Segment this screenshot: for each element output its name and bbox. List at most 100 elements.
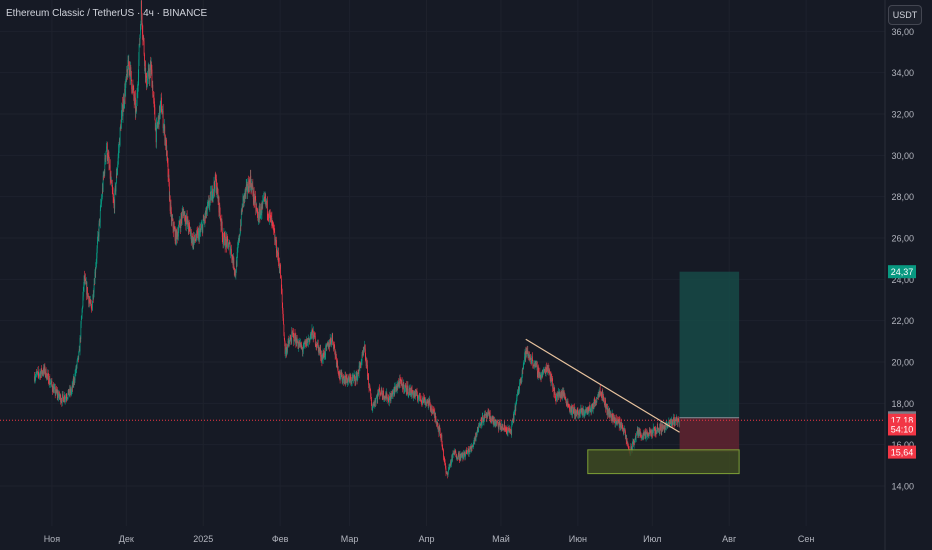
candle-body (347, 378, 348, 384)
candle-body (377, 392, 379, 400)
candle-body (288, 340, 289, 342)
candle-body (373, 403, 374, 405)
candle-body (241, 206, 243, 214)
candle-body (143, 41, 145, 55)
candle-body (649, 430, 651, 432)
candle-body (256, 207, 257, 210)
candle-body (291, 331, 293, 333)
candle-body (598, 392, 600, 398)
candle-body (207, 201, 209, 205)
candle-body (618, 419, 620, 423)
candle-body (498, 423, 500, 426)
candle-body (484, 414, 485, 421)
candle-body (652, 429, 654, 436)
candle-body (293, 334, 295, 342)
candle-body (203, 218, 204, 221)
candle-body (301, 345, 302, 348)
candle-body (481, 422, 483, 424)
candle-body (101, 199, 102, 204)
candle-body (52, 386, 54, 392)
candle-body (492, 417, 494, 424)
candle-body (401, 379, 403, 382)
candle-body (376, 395, 378, 400)
candle-body (589, 409, 591, 411)
candle-body (159, 106, 161, 116)
candle-body (340, 372, 342, 374)
price-label-box (888, 422, 916, 436)
candle-body (154, 107, 156, 121)
candle-body (163, 127, 165, 129)
candle-body (54, 387, 56, 389)
candle-body (90, 303, 92, 307)
candle-body (511, 424, 513, 434)
candle-body (135, 107, 137, 109)
candle-body (626, 438, 628, 444)
price-label-text: 54:10 (891, 424, 914, 434)
candle-body (186, 216, 188, 223)
candle-body (152, 95, 154, 97)
candle-body (400, 379, 401, 382)
candle-body (624, 429, 625, 431)
candle-body (588, 411, 590, 413)
candle-body (419, 392, 420, 396)
candle-body (531, 356, 533, 360)
candle-body (337, 366, 339, 372)
candle-body (650, 430, 651, 433)
candle-body (262, 203, 263, 205)
candle-body (472, 446, 474, 447)
candle-body (314, 332, 315, 338)
candle-body (338, 373, 340, 376)
candle-body (587, 407, 589, 415)
candle-body (523, 360, 525, 364)
candle-body (284, 342, 286, 354)
candle-body (265, 201, 267, 203)
candle-body (76, 365, 78, 369)
candle-body (92, 302, 93, 310)
candle-body (589, 405, 590, 412)
candle-body (497, 421, 498, 423)
candle-body (470, 448, 472, 450)
candle-body (200, 230, 202, 232)
candle-body (609, 411, 611, 417)
candle-body (368, 376, 369, 385)
candle-body (255, 207, 257, 210)
candle-body (516, 398, 518, 402)
candle-body (352, 377, 353, 378)
candle-body (332, 341, 334, 344)
candle-body (61, 401, 63, 404)
candle-body (156, 122, 158, 125)
candle-body (162, 110, 164, 129)
currency-button[interactable]: USDT (888, 5, 922, 25)
candle-body (563, 391, 565, 396)
candle-body (127, 60, 129, 77)
candle-body (646, 432, 648, 436)
candle-body (319, 348, 321, 351)
candle-body (529, 358, 531, 360)
candle-body (132, 85, 134, 88)
candle-body (156, 124, 157, 143)
candle-body (78, 351, 80, 359)
candle-body (669, 421, 671, 425)
candle-body (658, 428, 660, 430)
candle-body (61, 400, 62, 402)
candle-body (575, 411, 577, 413)
candle-body (428, 400, 429, 407)
candle-body (535, 362, 537, 364)
candle-body (615, 418, 617, 420)
candle-body (184, 211, 185, 221)
candle-body (556, 397, 557, 402)
candle-body (254, 202, 255, 204)
candle-body (87, 294, 89, 297)
candle-body (497, 421, 499, 426)
candle-body (249, 182, 251, 188)
candle-body (459, 459, 460, 461)
candle-body (580, 408, 582, 413)
candle-body (603, 397, 605, 401)
candle-body (438, 426, 440, 434)
candle-body (102, 188, 104, 190)
candle-body (460, 455, 462, 460)
candle-body (165, 139, 167, 146)
candle-body (297, 342, 298, 344)
candle-body (38, 375, 40, 376)
